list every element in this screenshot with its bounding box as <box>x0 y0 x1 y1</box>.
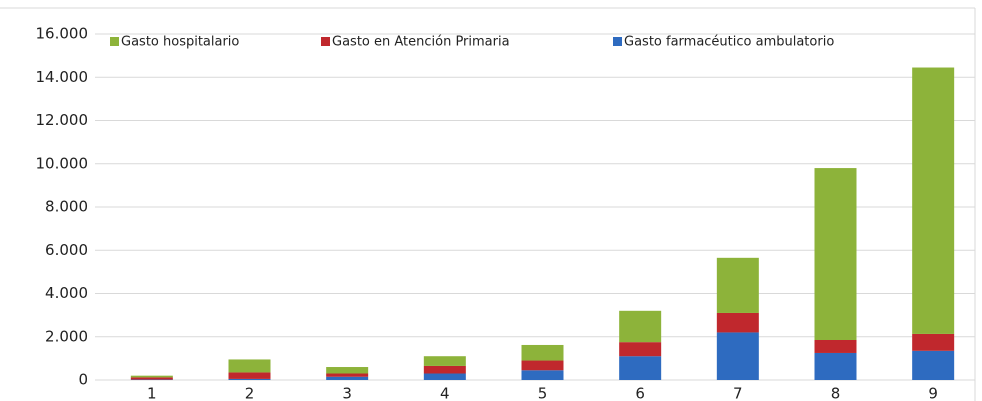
bar-segment <box>716 257 759 313</box>
x-tick-label: 8 <box>831 385 841 401</box>
legend-swatch <box>321 37 330 46</box>
bar-segment <box>814 352 857 380</box>
bar-segment <box>326 376 369 380</box>
legend-label: Gasto en Atención Primaria <box>332 35 510 50</box>
legend-label: Gasto hospitalario <box>121 35 239 50</box>
y-tick-label: 2.000 <box>45 327 88 345</box>
bar-segment <box>912 350 955 380</box>
x-tick-label: 4 <box>440 385 450 401</box>
bar-segment <box>423 356 466 366</box>
bar-segment <box>521 360 564 371</box>
bar-segment <box>130 377 173 380</box>
bar-segment <box>228 378 271 380</box>
bar-segment <box>619 342 662 357</box>
legend-swatch <box>110 37 119 46</box>
bar-segment <box>228 359 271 373</box>
bar-segment <box>912 67 955 334</box>
x-tick-label: 7 <box>733 385 743 401</box>
y-tick-label: 14.000 <box>36 68 89 86</box>
bar-segment <box>521 370 564 380</box>
legend-swatch <box>613 37 622 46</box>
y-tick-label: 0 <box>78 371 88 389</box>
x-tick-label: 9 <box>928 385 938 401</box>
x-tick-label: 3 <box>342 385 352 401</box>
x-tick-label: 6 <box>635 385 645 401</box>
bar-segment <box>716 332 759 380</box>
x-tick-label: 5 <box>538 385 548 401</box>
bar-segment <box>619 310 662 343</box>
bar-segment <box>814 168 857 340</box>
bar-segment <box>814 339 857 353</box>
bar-segment <box>423 365 466 374</box>
y-tick-label: 10.000 <box>36 154 89 172</box>
y-tick-label: 6.000 <box>45 241 88 259</box>
bar-segment <box>130 375 173 378</box>
bar-segment <box>228 372 271 379</box>
y-tick-label: 16.000 <box>36 25 89 43</box>
x-tick-label: 1 <box>147 385 157 401</box>
bar-segment <box>912 333 955 351</box>
y-tick-label: 12.000 <box>36 111 89 129</box>
y-tick-label: 8.000 <box>45 198 88 216</box>
x-tick-label: 2 <box>245 385 255 401</box>
bar-segment <box>423 373 466 380</box>
bar-segment <box>619 356 662 380</box>
bar-segment <box>521 344 564 361</box>
bar-segment <box>326 367 369 374</box>
bar-segment <box>716 312 759 333</box>
y-tick-label: 4.000 <box>45 284 88 302</box>
bar-segment <box>326 373 369 377</box>
legend-label: Gasto farmacéutico ambulatorio <box>624 35 834 50</box>
